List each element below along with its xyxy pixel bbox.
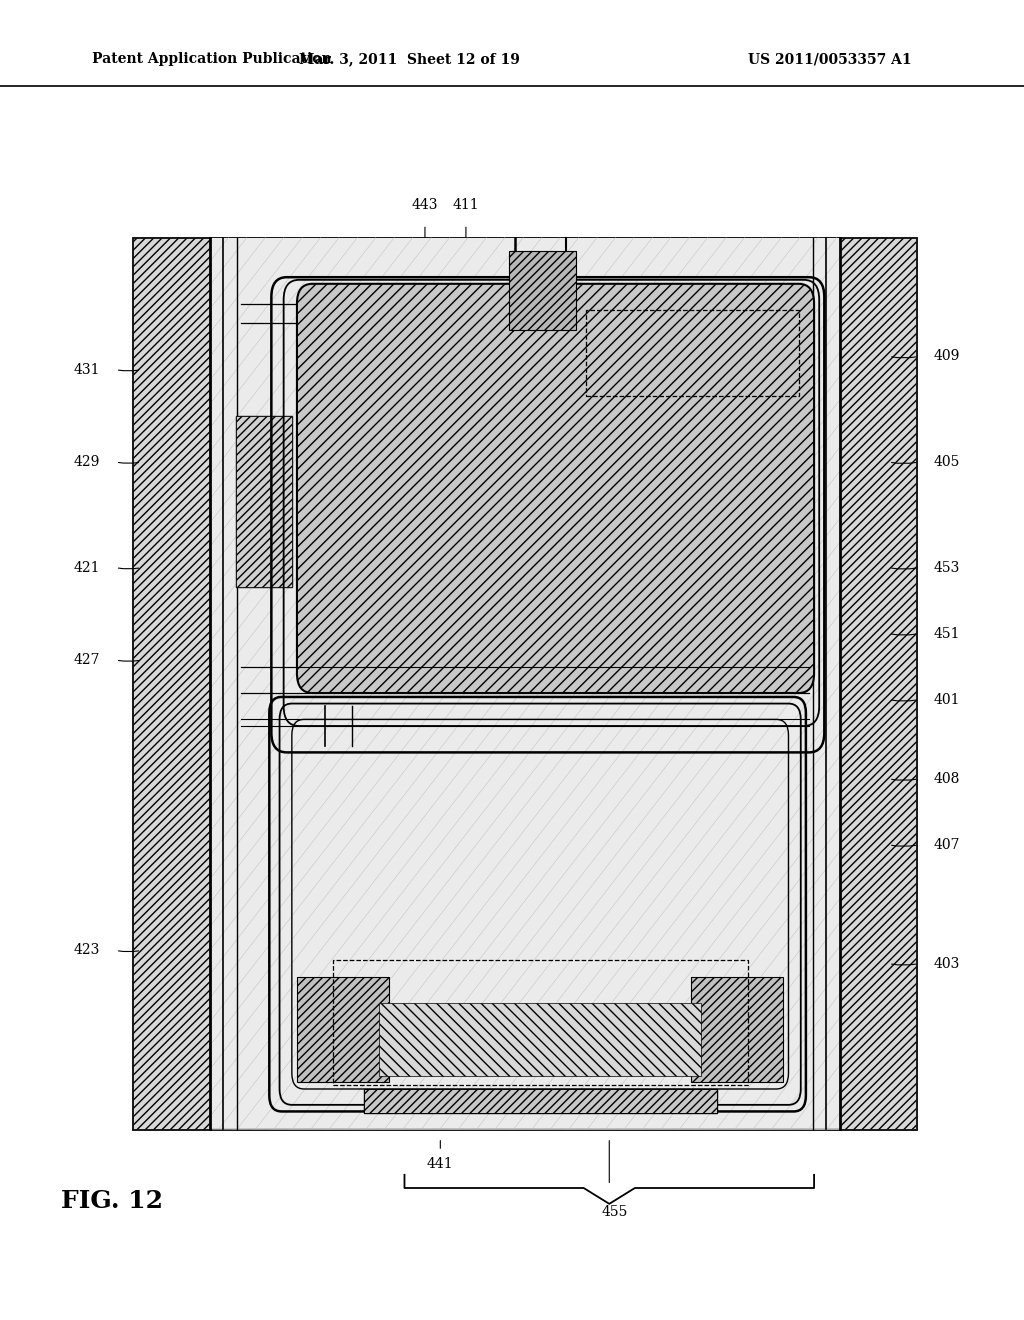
Bar: [297, 977, 389, 1082]
Text: 405: 405: [934, 455, 961, 469]
Text: 441: 441: [427, 1158, 454, 1171]
Bar: [333, 960, 748, 1085]
Bar: [210, 238, 840, 1129]
Bar: [364, 1089, 717, 1113]
Text: 407: 407: [934, 838, 961, 851]
Text: Mar. 3, 2011  Sheet 12 of 19: Mar. 3, 2011 Sheet 12 of 19: [299, 53, 520, 66]
Bar: [691, 977, 783, 1082]
Bar: [379, 1003, 701, 1076]
Bar: [587, 310, 799, 396]
Text: 429: 429: [74, 455, 100, 469]
Text: Patent Application Publication: Patent Application Publication: [92, 53, 332, 66]
Text: 455: 455: [601, 1205, 628, 1218]
Bar: [840, 238, 916, 1129]
Bar: [133, 238, 210, 1129]
Text: 443: 443: [412, 198, 438, 211]
Bar: [133, 238, 916, 1129]
Bar: [236, 416, 292, 587]
Text: 401: 401: [934, 693, 961, 706]
Text: 427: 427: [74, 653, 100, 667]
Text: 421: 421: [74, 561, 100, 574]
Text: 403: 403: [934, 957, 961, 970]
Text: 408: 408: [934, 772, 961, 785]
Text: 423: 423: [74, 944, 100, 957]
Bar: [236, 416, 292, 587]
Text: 453: 453: [934, 561, 961, 574]
Bar: [510, 251, 577, 330]
Text: US 2011/0053357 A1: US 2011/0053357 A1: [748, 53, 911, 66]
FancyBboxPatch shape: [297, 284, 814, 693]
Text: 451: 451: [934, 627, 961, 640]
Text: 409: 409: [934, 350, 961, 363]
Bar: [364, 1089, 717, 1113]
Text: 411: 411: [453, 198, 479, 211]
Text: 431: 431: [74, 363, 100, 376]
Text: FIG. 12: FIG. 12: [61, 1189, 164, 1213]
